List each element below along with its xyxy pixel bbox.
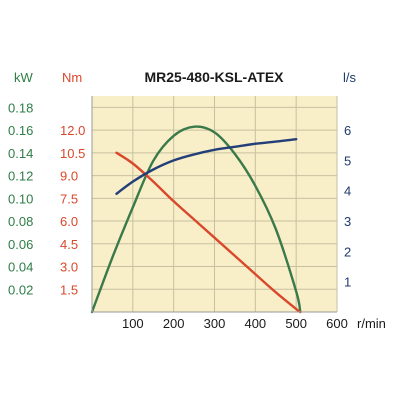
- axis-unit-Nm: Nm: [62, 70, 82, 85]
- y-tick-label-ls: 5: [344, 153, 351, 168]
- y-tick-label-ls: 4: [344, 184, 351, 199]
- y-tick-label-ls: 1: [344, 275, 351, 290]
- y-tick-label-Nm: 7.5: [60, 191, 78, 206]
- y-tick-label-Nm: 9.0: [60, 169, 78, 184]
- x-tick-label: 100: [122, 316, 144, 331]
- y-tick-label-kW: 0.12: [8, 169, 33, 184]
- axis-unit-ls: l/s: [343, 70, 357, 85]
- chart-title: MR25-480-KSL-ATEX: [145, 69, 285, 85]
- y-tick-label-kW: 0.08: [8, 214, 33, 229]
- y-tick-label-kW: 0.10: [8, 191, 33, 206]
- y-tick-label-Nm: 6.0: [60, 214, 78, 229]
- y-tick-label-kW: 0.06: [8, 237, 33, 252]
- y-tick-label-Nm: 4.5: [60, 237, 78, 252]
- y-tick-label-ls: 2: [344, 244, 351, 259]
- x-tick-label: 400: [244, 316, 266, 331]
- x-tick-label: 200: [163, 316, 185, 331]
- y-tick-label-kW: 0.04: [8, 260, 33, 275]
- x-tick-label: 500: [285, 316, 307, 331]
- y-tick-label-ls: 6: [344, 123, 351, 138]
- y-tick-label-kW: 0.18: [8, 100, 33, 115]
- y-tick-label-Nm: 10.5: [60, 146, 85, 161]
- series-line-ls: [115, 138, 298, 195]
- y-tick-label-Nm: 1.5: [60, 282, 78, 297]
- series-line-Nm: [115, 151, 302, 314]
- series-layer: [90, 125, 302, 314]
- x-tick-label: 600: [326, 316, 348, 331]
- y-tick-label-Nm: 12.0: [60, 123, 85, 138]
- y-tick-label-ls: 3: [344, 214, 351, 229]
- axis-unit-kW: kW: [14, 70, 34, 85]
- tick-labels: 100 200 300 400 500 600 kW 0.02 0.04 0.06 0.08 0.10…: [8, 70, 357, 331]
- y-tick-label-kW: 0.14: [8, 146, 33, 161]
- y-tick-label-Nm: 3.0: [60, 260, 78, 275]
- x-tick-label: 300: [204, 316, 226, 331]
- x-axis-label: r/min: [357, 316, 386, 331]
- series-line-kW: [90, 125, 302, 314]
- y-tick-label-kW: 0.16: [8, 123, 33, 138]
- y-tick-label-kW: 0.02: [8, 282, 33, 297]
